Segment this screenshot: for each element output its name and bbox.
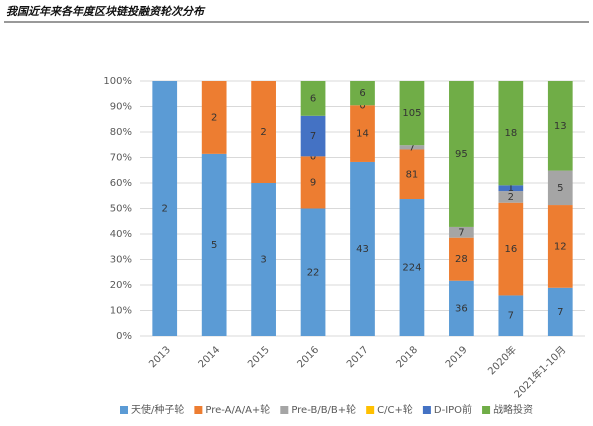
y-tick-label: 80% xyxy=(110,127,132,138)
bar-segment xyxy=(201,81,227,154)
bar-segment xyxy=(449,226,474,238)
bar-segment xyxy=(547,81,573,171)
data-label: 2 xyxy=(162,204,168,215)
x-tick-label: 2018 xyxy=(394,344,420,370)
data-label: 6 xyxy=(310,93,316,104)
bar-segment xyxy=(547,205,573,288)
legend-label: C/C+轮 xyxy=(377,403,413,416)
data-label: 2 xyxy=(508,192,514,203)
data-label: 3 xyxy=(260,255,266,266)
data-label: 7 xyxy=(557,307,563,318)
chart-title: 我国近年来各年度区块链投融资轮次分布 xyxy=(6,5,206,18)
bar-segment xyxy=(399,81,425,146)
data-label: 224 xyxy=(402,263,421,274)
data-label: 1 xyxy=(508,183,514,194)
legend-swatch xyxy=(194,406,203,414)
data-label: 0 xyxy=(310,151,316,162)
data-label: 16 xyxy=(504,244,517,255)
bar-segment xyxy=(547,170,573,206)
data-label: 2 xyxy=(211,112,217,123)
bar-segment xyxy=(350,161,375,336)
y-tick-label: 10% xyxy=(110,306,132,317)
data-label: 7 xyxy=(409,142,415,153)
legend-label: D-IPO前 xyxy=(434,403,472,416)
data-label: 13 xyxy=(554,121,567,132)
bar-segment xyxy=(498,81,524,186)
data-label: 18 xyxy=(504,128,517,139)
x-tick-label: 2013 xyxy=(147,344,173,370)
data-label: 36 xyxy=(455,303,468,314)
data-label: 5 xyxy=(557,183,563,194)
x-tick-label: 2021年1-10月 xyxy=(511,343,568,400)
bar-segment xyxy=(300,156,326,209)
y-tick-label: 30% xyxy=(110,255,132,266)
y-tick-label: 50% xyxy=(110,204,132,215)
data-label: 5 xyxy=(211,240,217,251)
legend-label: Pre-A/A/A+轮 xyxy=(205,403,270,416)
bar-segment xyxy=(399,199,425,336)
x-tick-label: 2015 xyxy=(246,344,272,370)
x-tick-label: 2016 xyxy=(296,344,322,370)
legend-label: 天使/种子轮 xyxy=(131,403,184,416)
bar-segment xyxy=(251,81,276,183)
legend-swatch xyxy=(422,406,431,414)
bar-segment xyxy=(300,208,326,336)
y-tick-label: 70% xyxy=(110,153,132,164)
legend-label: Pre-B/B/B+轮 xyxy=(291,403,356,416)
bar-segment xyxy=(152,81,178,336)
bar-segment xyxy=(449,280,474,336)
data-label: 14 xyxy=(356,129,369,140)
data-label: 95 xyxy=(455,149,468,160)
bar-segment xyxy=(300,115,326,157)
legend-swatch xyxy=(120,406,128,414)
bar-segment xyxy=(350,81,375,106)
bar-segment xyxy=(300,81,326,116)
legend-swatch xyxy=(366,406,375,414)
legend-swatch xyxy=(482,406,491,414)
data-label: 7 xyxy=(458,227,464,238)
bar-segment xyxy=(449,237,474,281)
bar-segment xyxy=(201,153,227,336)
x-tick-label: 2020年 xyxy=(485,343,519,377)
data-label: 12 xyxy=(554,241,567,252)
data-label: 6 xyxy=(359,88,365,99)
legend-label: 战略投资 xyxy=(493,403,533,416)
bar-segment xyxy=(498,185,524,192)
data-label: 2 xyxy=(260,127,266,138)
data-label: 7 xyxy=(508,311,514,322)
bar-segment xyxy=(498,295,524,336)
data-label: 105 xyxy=(402,108,421,119)
y-tick-label: 60% xyxy=(110,178,132,189)
legend-swatch xyxy=(280,406,289,414)
data-label: 0 xyxy=(359,100,365,111)
y-tick-label: 20% xyxy=(110,280,132,291)
data-label: 81 xyxy=(406,169,419,180)
bar-segment xyxy=(399,145,425,150)
bar-segment xyxy=(498,202,524,296)
data-label: 43 xyxy=(356,244,369,255)
x-tick-label: 2014 xyxy=(197,344,223,370)
data-label: 7 xyxy=(310,131,316,142)
x-tick-label: 2019 xyxy=(444,344,470,370)
y-tick-label: 40% xyxy=(110,229,132,240)
bar-segment xyxy=(449,81,474,227)
bar-segment xyxy=(251,183,276,336)
bar-segment xyxy=(498,191,524,203)
data-label: 28 xyxy=(455,254,468,265)
bar-segment xyxy=(547,287,573,336)
data-label: 22 xyxy=(307,267,320,278)
bar-segment xyxy=(399,149,425,200)
y-tick-label: 90% xyxy=(110,102,132,113)
data-label: 9 xyxy=(310,177,316,188)
y-tick-label: 100% xyxy=(103,76,132,87)
y-tick-label: 0% xyxy=(116,331,132,342)
x-tick-label: 2017 xyxy=(345,344,371,370)
bar-segment xyxy=(350,105,375,162)
